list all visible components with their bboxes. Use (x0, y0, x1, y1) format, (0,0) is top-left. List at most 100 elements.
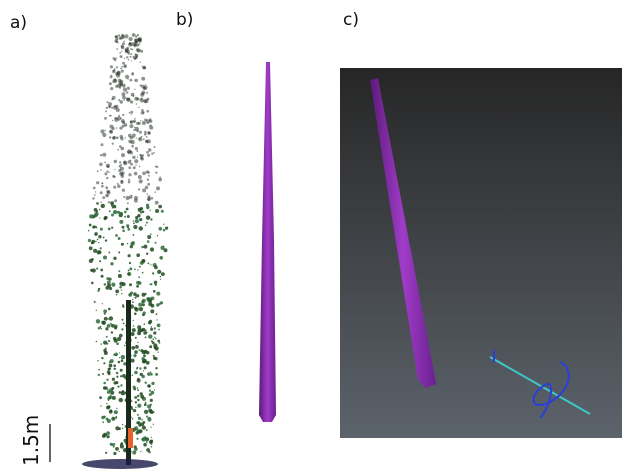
point (146, 351, 149, 354)
point (128, 173, 131, 176)
point (112, 120, 113, 121)
point (122, 226, 125, 229)
point (160, 276, 161, 277)
point (127, 243, 128, 244)
point (119, 220, 123, 224)
point (120, 375, 122, 377)
point (108, 228, 111, 231)
point (110, 65, 113, 68)
point (145, 336, 147, 338)
point (133, 386, 136, 389)
point (105, 239, 107, 241)
point (110, 201, 114, 205)
point (121, 118, 122, 119)
point (102, 183, 104, 185)
point (137, 342, 138, 343)
point (94, 301, 96, 303)
point (99, 217, 100, 218)
point (116, 137, 119, 140)
point (88, 239, 91, 242)
point (89, 214, 93, 218)
point (100, 169, 102, 171)
point (135, 164, 136, 165)
point (99, 260, 101, 262)
point (148, 385, 150, 387)
point (142, 260, 144, 262)
point (116, 127, 118, 129)
point (156, 319, 157, 320)
point (101, 416, 105, 420)
point (107, 318, 108, 319)
point (147, 240, 150, 243)
point (143, 138, 145, 140)
point (135, 147, 138, 150)
point (146, 193, 148, 195)
point (137, 269, 138, 270)
point (146, 170, 149, 173)
point (142, 93, 144, 95)
point (99, 209, 100, 210)
point (143, 354, 146, 357)
point (126, 196, 130, 200)
point (112, 96, 116, 100)
point (138, 107, 139, 108)
point (120, 384, 122, 386)
point (145, 186, 148, 189)
point (100, 269, 103, 272)
point (89, 224, 92, 227)
point (155, 338, 157, 340)
point (120, 137, 123, 140)
point (139, 43, 141, 45)
point (147, 183, 150, 186)
point (108, 372, 111, 375)
point (150, 373, 153, 376)
point (147, 198, 150, 201)
point (141, 77, 145, 81)
point (104, 386, 107, 389)
point (96, 310, 97, 311)
point (149, 345, 152, 348)
point (116, 66, 118, 68)
point (139, 307, 143, 311)
point (98, 288, 100, 290)
point (104, 283, 107, 286)
stem-point-cloud (259, 62, 276, 422)
point (151, 437, 152, 438)
point (129, 112, 131, 114)
point (146, 151, 149, 154)
point (92, 242, 94, 244)
point (145, 402, 147, 404)
point (136, 48, 140, 52)
point (136, 122, 139, 125)
point (153, 424, 154, 425)
point (119, 357, 120, 358)
point (136, 253, 140, 257)
point (108, 368, 111, 371)
point (117, 183, 119, 185)
point (126, 49, 130, 53)
point (155, 373, 158, 376)
point (129, 124, 133, 128)
point (142, 172, 146, 176)
point (147, 417, 151, 421)
point (116, 294, 117, 295)
point (152, 341, 155, 344)
point (159, 303, 161, 305)
point (113, 446, 115, 448)
point (122, 125, 125, 128)
point (132, 375, 134, 377)
point (127, 202, 129, 204)
point (89, 246, 93, 250)
point (144, 366, 147, 369)
point (128, 179, 130, 181)
point (137, 399, 139, 401)
point (119, 398, 123, 402)
point (145, 140, 149, 144)
point (128, 293, 132, 297)
point (144, 323, 146, 325)
point (100, 201, 102, 203)
point (147, 235, 151, 239)
point (122, 374, 126, 378)
point (144, 133, 147, 136)
point (96, 181, 99, 184)
